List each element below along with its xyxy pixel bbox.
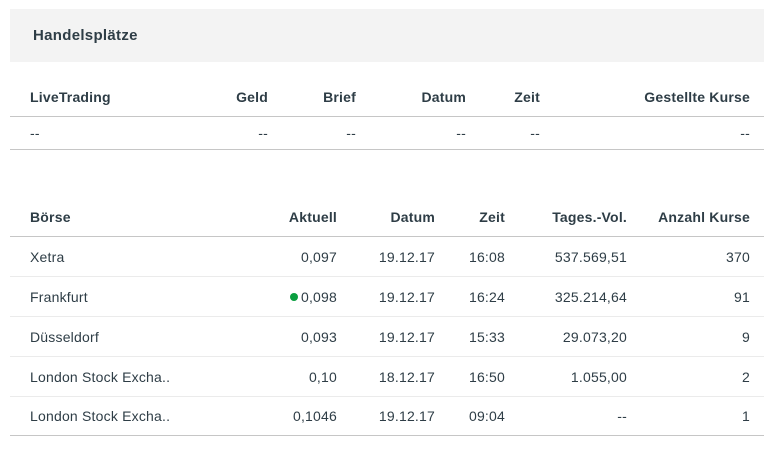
exchange-zeit: 16:50: [468, 368, 505, 385]
exchange-datum: 19.12.17: [378, 328, 435, 345]
exchange-zeit: 16:24: [468, 288, 505, 305]
exchange-anzahl: 9: [742, 328, 750, 345]
exchange-zeit: 09:04: [468, 408, 505, 424]
panel-header: Handelsplätze: [10, 9, 764, 62]
livetrading-row: -- -- -- -- -- --: [10, 117, 764, 150]
table-row-london-1[interactable]: London Stock Excha.. 0,10 18.12.17 16:50…: [10, 357, 764, 397]
exchange-aktuell: 0,098: [300, 288, 337, 305]
livetrading-table: LiveTrading Geld Brief Datum Zeit Gestel…: [10, 78, 764, 150]
exchange-datum: 19.12.17: [378, 408, 435, 424]
exchange-zeit: 15:33: [468, 328, 505, 345]
column-header-boerse: Börse: [30, 209, 71, 225]
column-header-tagesvol: Tages.-Vol.: [552, 209, 627, 225]
column-header-aktuell: Aktuell: [288, 209, 337, 225]
exchange-datum: 18.12.17: [378, 368, 435, 385]
livetrading-zeit: --: [530, 125, 540, 141]
column-header-brief: Brief: [323, 89, 356, 105]
column-header-anzahl-kurse: Anzahl Kurse: [658, 209, 750, 225]
exchange-name: Frankfurt: [30, 288, 88, 305]
exchange-anzahl: 370: [726, 248, 750, 265]
exchange-name: Düsseldorf: [30, 328, 99, 345]
handelsplaetze-panel: Handelsplätze LiveTrading Geld Brief Dat…: [10, 9, 764, 436]
exchanges-header-row: Börse Aktuell Datum Zeit Tages.-Vol. Anz…: [10, 198, 764, 237]
livetrading-geld: --: [258, 125, 268, 141]
price-trend-dot: [289, 292, 298, 301]
column-header-zeit: Zeit: [514, 89, 540, 105]
exchange-aktuell: 0,093: [300, 328, 337, 345]
exchange-datum: 19.12.17: [378, 248, 435, 265]
table-row-xetra[interactable]: Xetra 0,097 19.12.17 16:08 537.569,51 37…: [10, 237, 764, 277]
exchange-aktuell: 0,10: [308, 368, 337, 385]
exchange-tagesvol: 29.073,20: [562, 328, 627, 345]
livetrading-gestellte-kurse: --: [740, 125, 750, 141]
livetrading-datum: --: [456, 125, 466, 141]
exchange-aktuell: 0,1046: [292, 408, 337, 424]
livetrading-brief: --: [346, 125, 356, 141]
exchange-tagesvol: 325.214,64: [554, 288, 627, 305]
table-row-frankfurt[interactable]: Frankfurt 0,098 19.12.17 16:24 325.214,6…: [10, 277, 764, 317]
column-header-gestellte-kurse: Gestellte Kurse: [644, 89, 750, 105]
column-header-datum: Datum: [390, 209, 435, 225]
exchange-name: London Stock Excha..: [30, 408, 171, 424]
exchange-tagesvol: 537.569,51: [554, 248, 627, 265]
exchange-tagesvol: 1.055,00: [570, 368, 627, 385]
column-header-zeit: Zeit: [479, 209, 505, 225]
panel-title: Handelsplätze: [33, 27, 138, 44]
exchange-anzahl: 91: [734, 288, 750, 305]
exchange-anzahl: 1: [742, 408, 750, 424]
exchange-anzahl: 2: [742, 368, 750, 385]
exchange-zeit: 16:08: [468, 248, 505, 265]
column-header-geld: Geld: [236, 89, 268, 105]
exchanges-table: Börse Aktuell Datum Zeit Tages.-Vol. Anz…: [10, 198, 764, 436]
exchange-datum: 19.12.17: [378, 288, 435, 305]
exchange-aktuell: 0,097: [300, 248, 337, 265]
livetrading-header-row: LiveTrading Geld Brief Datum Zeit Gestel…: [10, 78, 764, 117]
livetrading-name: --: [30, 125, 40, 141]
column-header-datum: Datum: [421, 89, 466, 105]
exchange-name: London Stock Excha..: [30, 368, 171, 385]
column-header-livetrading: LiveTrading: [30, 89, 111, 105]
table-row-london-2[interactable]: London Stock Excha.. 0,1046 19.12.17 09:…: [10, 397, 764, 436]
table-row-duesseldorf[interactable]: Düsseldorf 0,093 19.12.17 15:33 29.073,2…: [10, 317, 764, 357]
exchange-tagesvol: --: [617, 408, 627, 424]
exchange-name: Xetra: [30, 248, 65, 265]
